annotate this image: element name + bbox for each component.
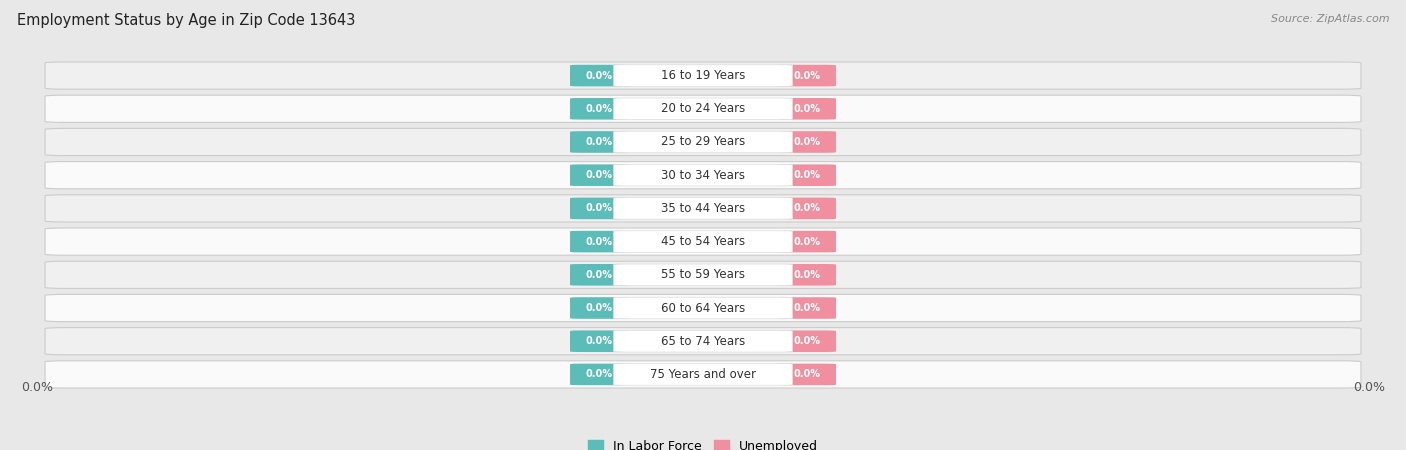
- FancyBboxPatch shape: [613, 131, 793, 153]
- FancyBboxPatch shape: [45, 261, 1361, 288]
- Text: 25 to 29 Years: 25 to 29 Years: [661, 135, 745, 148]
- FancyBboxPatch shape: [613, 297, 793, 319]
- Text: 0.0%: 0.0%: [586, 336, 613, 346]
- FancyBboxPatch shape: [569, 198, 628, 219]
- Text: 0.0%: 0.0%: [586, 104, 613, 114]
- FancyBboxPatch shape: [569, 131, 628, 153]
- Text: 75 Years and over: 75 Years and over: [650, 368, 756, 381]
- FancyBboxPatch shape: [569, 65, 628, 86]
- FancyBboxPatch shape: [613, 65, 793, 86]
- FancyBboxPatch shape: [45, 328, 1361, 355]
- Text: Employment Status by Age in Zip Code 13643: Employment Status by Age in Zip Code 136…: [17, 14, 356, 28]
- Text: 0.0%: 0.0%: [586, 237, 613, 247]
- Text: 35 to 44 Years: 35 to 44 Years: [661, 202, 745, 215]
- Text: 0.0%: 0.0%: [586, 369, 613, 379]
- Text: 0.0%: 0.0%: [793, 270, 820, 280]
- FancyBboxPatch shape: [45, 95, 1361, 122]
- Text: 0.0%: 0.0%: [793, 137, 820, 147]
- FancyBboxPatch shape: [45, 128, 1361, 156]
- Text: 0.0%: 0.0%: [793, 170, 820, 180]
- FancyBboxPatch shape: [778, 164, 837, 186]
- FancyBboxPatch shape: [45, 294, 1361, 322]
- FancyBboxPatch shape: [778, 364, 837, 385]
- FancyBboxPatch shape: [613, 364, 793, 385]
- Text: 0.0%: 0.0%: [793, 203, 820, 213]
- Text: 16 to 19 Years: 16 to 19 Years: [661, 69, 745, 82]
- FancyBboxPatch shape: [613, 164, 793, 186]
- Text: 0.0%: 0.0%: [586, 170, 613, 180]
- Text: 0.0%: 0.0%: [793, 369, 820, 379]
- FancyBboxPatch shape: [778, 330, 837, 352]
- FancyBboxPatch shape: [45, 62, 1361, 89]
- FancyBboxPatch shape: [778, 131, 837, 153]
- Text: 0.0%: 0.0%: [793, 237, 820, 247]
- Text: 0.0%: 0.0%: [586, 203, 613, 213]
- Text: 0.0%: 0.0%: [586, 137, 613, 147]
- Text: 0.0%: 0.0%: [586, 270, 613, 280]
- Text: 65 to 74 Years: 65 to 74 Years: [661, 335, 745, 348]
- Text: Source: ZipAtlas.com: Source: ZipAtlas.com: [1271, 14, 1389, 23]
- Text: 0.0%: 0.0%: [21, 381, 53, 394]
- FancyBboxPatch shape: [569, 164, 628, 186]
- FancyBboxPatch shape: [778, 198, 837, 219]
- Text: 0.0%: 0.0%: [586, 71, 613, 81]
- FancyBboxPatch shape: [45, 228, 1361, 255]
- Text: 20 to 24 Years: 20 to 24 Years: [661, 102, 745, 115]
- FancyBboxPatch shape: [569, 231, 628, 252]
- FancyBboxPatch shape: [569, 264, 628, 286]
- FancyBboxPatch shape: [778, 98, 837, 120]
- FancyBboxPatch shape: [613, 198, 793, 219]
- Text: 0.0%: 0.0%: [793, 336, 820, 346]
- FancyBboxPatch shape: [778, 297, 837, 319]
- FancyBboxPatch shape: [569, 364, 628, 385]
- FancyBboxPatch shape: [613, 330, 793, 352]
- Text: 0.0%: 0.0%: [1353, 381, 1385, 394]
- FancyBboxPatch shape: [613, 98, 793, 120]
- FancyBboxPatch shape: [778, 264, 837, 286]
- FancyBboxPatch shape: [45, 195, 1361, 222]
- Text: 45 to 54 Years: 45 to 54 Years: [661, 235, 745, 248]
- Text: 60 to 64 Years: 60 to 64 Years: [661, 302, 745, 315]
- FancyBboxPatch shape: [778, 231, 837, 252]
- Text: 0.0%: 0.0%: [793, 303, 820, 313]
- Legend: In Labor Force, Unemployed: In Labor Force, Unemployed: [583, 435, 823, 450]
- FancyBboxPatch shape: [45, 361, 1361, 388]
- FancyBboxPatch shape: [45, 162, 1361, 189]
- Text: 55 to 59 Years: 55 to 59 Years: [661, 268, 745, 281]
- Text: 0.0%: 0.0%: [793, 71, 820, 81]
- FancyBboxPatch shape: [613, 231, 793, 252]
- Text: 30 to 34 Years: 30 to 34 Years: [661, 169, 745, 182]
- FancyBboxPatch shape: [569, 297, 628, 319]
- FancyBboxPatch shape: [778, 65, 837, 86]
- FancyBboxPatch shape: [569, 98, 628, 120]
- FancyBboxPatch shape: [569, 330, 628, 352]
- FancyBboxPatch shape: [613, 264, 793, 286]
- Text: 0.0%: 0.0%: [586, 303, 613, 313]
- Text: 0.0%: 0.0%: [793, 104, 820, 114]
